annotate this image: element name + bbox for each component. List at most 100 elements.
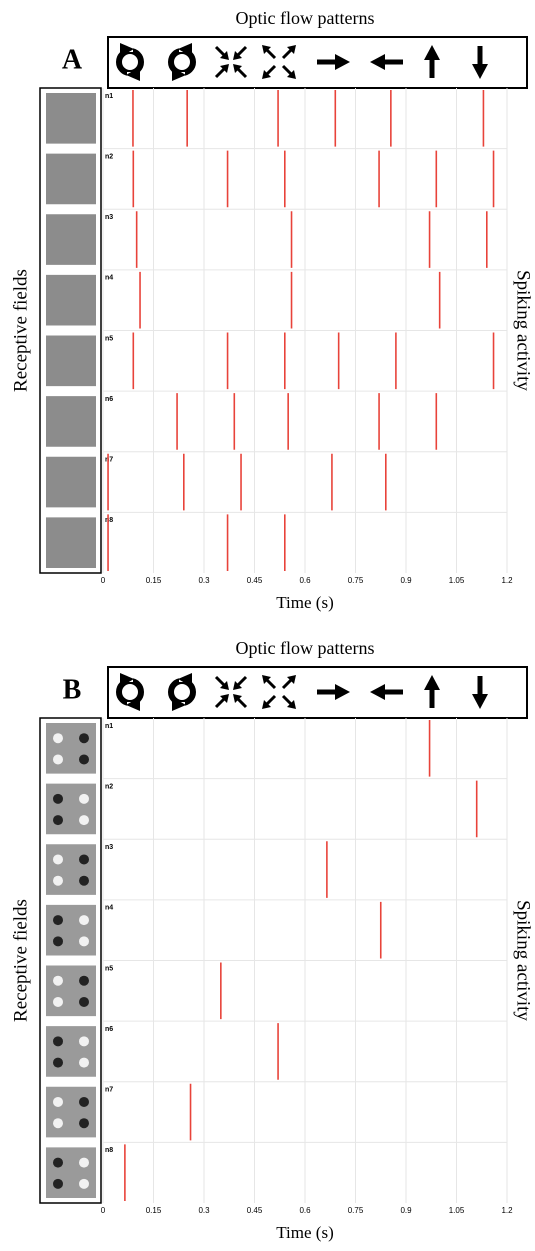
flow-icon	[424, 675, 440, 708]
x-tick-label: 1.05	[449, 1206, 465, 1215]
x-tick-label: 0	[101, 1206, 106, 1215]
receptive-field	[46, 153, 96, 205]
y-axis-label: Receptive fields	[10, 899, 31, 1022]
icon-part	[287, 700, 296, 709]
flow-icon	[262, 675, 296, 709]
x-tick-label: 0.9	[400, 1206, 412, 1215]
blob	[79, 936, 89, 947]
icon-part	[472, 676, 488, 709]
icon-part	[424, 675, 440, 708]
flow-icon	[168, 673, 196, 711]
y2-axis-label: Spiking activity	[513, 900, 534, 1021]
x-tick-label: 0.3	[198, 1206, 210, 1215]
icon-part	[178, 673, 192, 687]
icon-part	[220, 681, 229, 690]
blob	[53, 1096, 63, 1107]
neuron-label: n2	[105, 153, 113, 160]
neuron-label: n6	[105, 396, 113, 403]
receptive-field	[46, 965, 96, 1017]
panel-label: B	[63, 674, 82, 705]
icon-part	[262, 70, 271, 79]
y2-axis-label: Spiking activity	[513, 270, 534, 391]
receptive-field	[46, 904, 96, 956]
blob	[53, 975, 63, 986]
icon-part	[317, 59, 337, 65]
x-tick-label: 1.05	[449, 576, 465, 585]
icon-part	[287, 70, 296, 79]
icon-part	[424, 45, 440, 60]
icon-part	[233, 51, 242, 60]
neuron-label: n4	[105, 905, 113, 912]
blob	[79, 1157, 89, 1168]
x-tick-label: 0.75	[348, 1206, 364, 1215]
icon-part	[287, 45, 296, 54]
flow-icon	[370, 54, 403, 70]
neuron-label: n5	[105, 965, 113, 972]
icon-part	[172, 697, 186, 711]
flow-icon	[214, 45, 248, 79]
neuron-label: n1	[105, 723, 113, 730]
icon-part	[472, 694, 488, 709]
x-tick-label: 0.6	[299, 1206, 311, 1215]
flow-icon	[370, 684, 403, 700]
x-tick-label: 0.75	[348, 576, 364, 585]
receptive-field	[46, 335, 96, 387]
blob	[79, 1178, 89, 1189]
blob	[53, 1178, 63, 1189]
icon-part	[220, 694, 229, 703]
icon-part	[472, 64, 488, 79]
icon-part	[335, 54, 350, 70]
icon-part	[370, 684, 385, 700]
icon-part	[317, 54, 350, 70]
icon-part	[424, 675, 440, 690]
icon-part	[383, 59, 403, 65]
blob	[53, 733, 63, 744]
flow-icon	[472, 676, 488, 709]
x-axis-label: Time (s)	[276, 1223, 333, 1242]
flow-icon	[116, 673, 144, 711]
neuron-label: n4	[105, 275, 113, 282]
x-tick-label: 0.45	[247, 1206, 263, 1215]
blob	[79, 793, 89, 804]
blob	[53, 936, 63, 947]
flow-icon	[424, 45, 440, 78]
icon-part	[383, 689, 403, 695]
x-tick-label: 1.2	[501, 576, 513, 585]
blob	[53, 875, 63, 886]
icon-part	[370, 54, 385, 70]
receptive-field	[46, 396, 96, 447]
icon-part	[120, 673, 134, 687]
x-tick-label: 0	[101, 576, 106, 585]
x-tick-label: 0.9	[400, 576, 412, 585]
panel-label: A	[62, 44, 83, 75]
x-tick-label: 0.3	[198, 576, 210, 585]
icon-part	[262, 700, 271, 709]
blob	[79, 1096, 89, 1107]
x-axis-label: Time (s)	[276, 593, 333, 612]
blob	[53, 1157, 63, 1168]
blob	[79, 733, 89, 744]
blob	[79, 1057, 89, 1068]
icon-part	[477, 676, 483, 696]
icon-part	[178, 43, 192, 57]
neuron-label: n5	[105, 335, 113, 342]
panel-title: Optic flow patterns	[236, 638, 375, 658]
icon-part	[262, 45, 271, 54]
flow-icon	[168, 43, 196, 81]
icon-part	[335, 684, 350, 700]
icon-part	[317, 689, 337, 695]
blob	[79, 754, 89, 765]
receptive-field	[46, 456, 96, 508]
neuron-label: n1	[105, 93, 113, 100]
icon-part	[126, 67, 140, 81]
icon-part	[472, 46, 488, 79]
icon-part	[429, 688, 435, 708]
icon-part	[477, 46, 483, 66]
blob	[53, 915, 63, 926]
receptive-field	[46, 517, 96, 568]
blob	[79, 854, 89, 865]
neuron-label: n3	[105, 214, 113, 221]
x-tick-label: 0.15	[146, 1206, 162, 1215]
blob	[79, 975, 89, 986]
